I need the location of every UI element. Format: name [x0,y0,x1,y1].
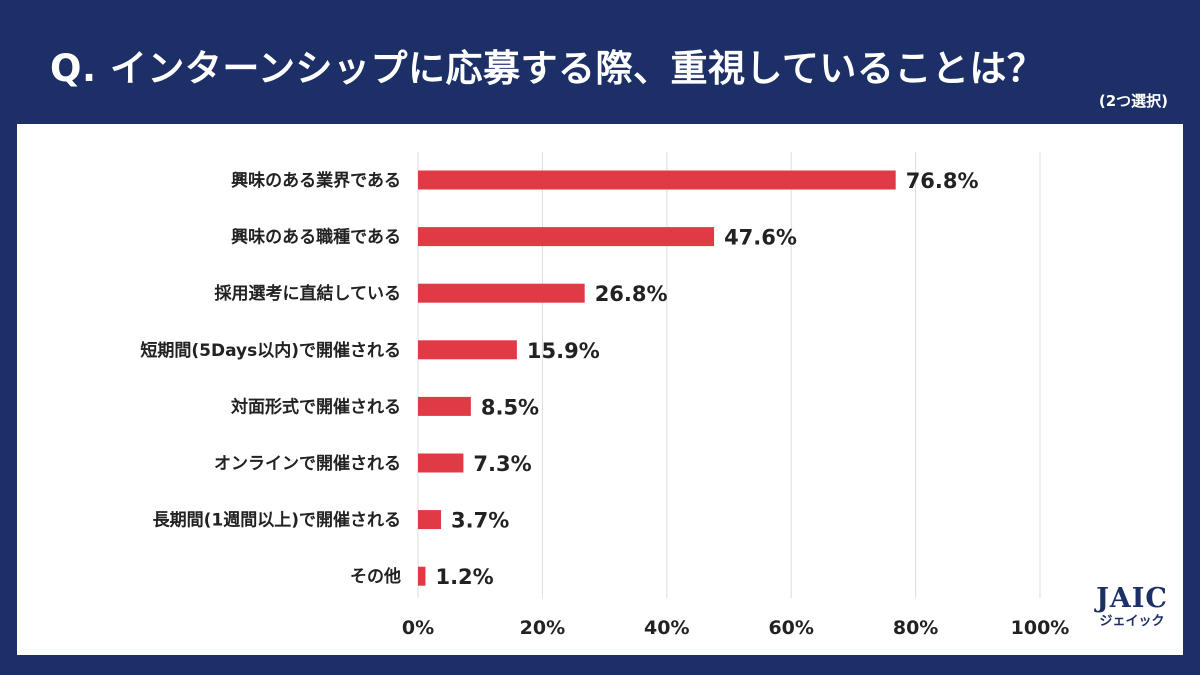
x-tick-label: 40% [644,617,689,639]
value-label: 8.5% [481,395,539,419]
category-label: 短期間(5Days以内)で開催される [140,340,401,361]
x-tick-label: 80% [893,617,938,639]
category-label: 対面形式で開催される [230,396,401,417]
value-label: 3.7% [451,509,509,533]
value-label: 15.9% [527,339,600,363]
bar [418,170,896,190]
category-label: 興味のある職種である [231,227,401,248]
x-tick-label: 60% [768,617,813,639]
selection-note: (2つ選択) [1098,92,1168,110]
value-label: 47.6% [724,226,797,250]
page-title: Q. インターンシップに応募する際、重視していることは？ [50,47,1045,90]
value-label: 26.8% [595,282,668,306]
category-label: その他 [350,566,401,587]
logo-main-text: JAIC [1096,583,1168,614]
x-tick-label: 100% [1011,617,1070,639]
category-label: 採用選考に直結している [215,283,402,304]
bar [418,340,517,360]
x-tick-label: 0% [402,617,434,639]
x-tick-label: 20% [520,617,565,639]
bar [418,566,426,586]
bars [418,170,896,586]
value-label: 1.2% [435,565,493,589]
grid-lines [417,152,1041,598]
chart-panel: 0% 20% 40% 60% 80% 100% 興味のある業界である 76.8% 興味のある職種… [17,124,1183,655]
bar [418,510,442,530]
value-label: 76.8% [906,169,979,193]
value-label: 7.3% [473,452,531,476]
bar [418,227,715,247]
category-label: 長期間(1週間以上)で開催される [153,510,401,531]
jaic-logo: JAIC ジェイック [1090,584,1174,630]
bar [418,453,464,473]
category-label: オンラインで開催される [214,453,401,474]
bar [418,396,471,416]
labels: 0% 20% 40% 60% 80% 100% 興味のある業界である 76.8% 興味のある職種… [140,169,1069,639]
bar-chart: 0% 20% 40% 60% 80% 100% 興味のある業界である 76.8% 興味のある職種… [140,152,1069,639]
category-label: 興味のある業界である [231,170,401,191]
bar [418,283,585,303]
logo-sub-text: ジェイック [1099,614,1165,629]
